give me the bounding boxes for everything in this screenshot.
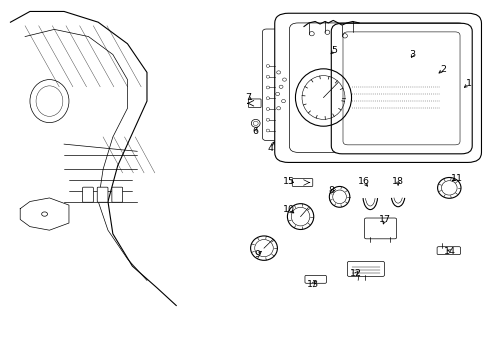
- FancyBboxPatch shape: [274, 13, 481, 162]
- FancyBboxPatch shape: [342, 32, 459, 145]
- Text: 17: 17: [378, 215, 390, 224]
- FancyBboxPatch shape: [436, 247, 460, 255]
- Text: 9: 9: [254, 250, 260, 259]
- Text: 18: 18: [391, 177, 403, 186]
- Text: 4: 4: [267, 144, 273, 153]
- FancyBboxPatch shape: [112, 187, 122, 202]
- FancyBboxPatch shape: [364, 218, 396, 239]
- FancyBboxPatch shape: [248, 99, 261, 108]
- Text: 15: 15: [283, 177, 295, 186]
- Text: 14: 14: [444, 247, 455, 256]
- FancyBboxPatch shape: [330, 23, 471, 154]
- FancyBboxPatch shape: [346, 261, 384, 276]
- Text: 16: 16: [357, 177, 369, 186]
- Text: 3: 3: [409, 50, 415, 59]
- Text: 8: 8: [327, 186, 334, 195]
- Text: 2: 2: [440, 65, 446, 74]
- FancyBboxPatch shape: [305, 275, 326, 283]
- Text: 13: 13: [306, 280, 318, 289]
- Text: 7: 7: [245, 93, 251, 102]
- Text: 5: 5: [331, 46, 337, 55]
- Text: 12: 12: [349, 269, 361, 278]
- Text: 10: 10: [283, 205, 295, 214]
- FancyBboxPatch shape: [82, 187, 93, 202]
- FancyBboxPatch shape: [289, 23, 466, 152]
- Text: 1: 1: [465, 80, 471, 89]
- FancyBboxPatch shape: [97, 187, 108, 202]
- FancyBboxPatch shape: [292, 179, 312, 186]
- Text: 11: 11: [449, 174, 462, 183]
- Text: 6: 6: [252, 127, 258, 136]
- FancyBboxPatch shape: [262, 29, 321, 140]
